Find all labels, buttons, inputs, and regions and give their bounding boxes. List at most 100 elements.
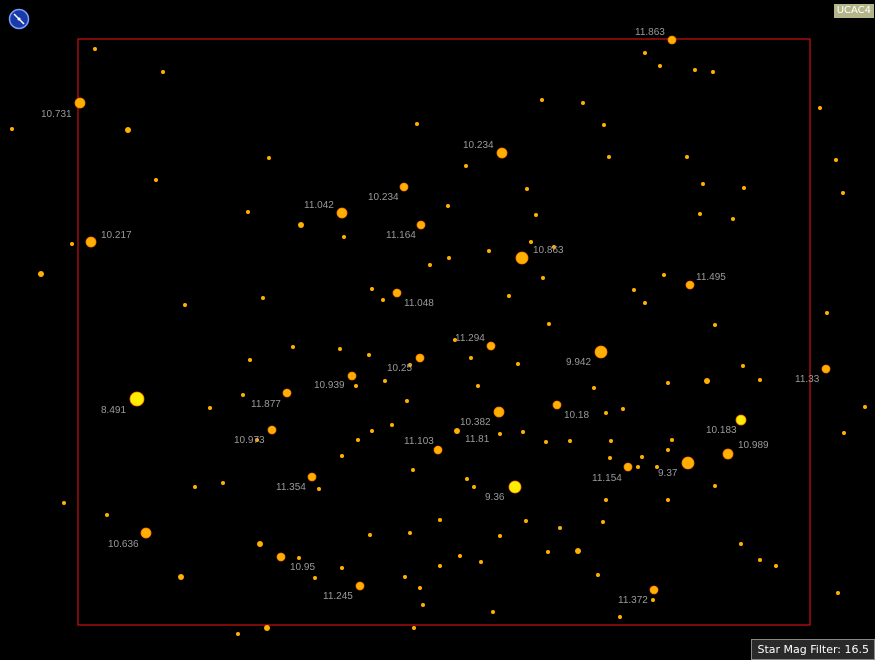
star[interactable] — [403, 575, 407, 579]
star[interactable] — [640, 455, 644, 459]
star[interactable] — [354, 384, 358, 388]
star[interactable] — [558, 526, 562, 530]
star[interactable] — [161, 70, 165, 74]
star[interactable] — [347, 371, 357, 381]
star[interactable] — [507, 294, 511, 298]
star[interactable] — [472, 485, 476, 489]
star[interactable] — [713, 484, 717, 488]
star[interactable] — [825, 311, 829, 315]
star[interactable] — [491, 610, 495, 614]
star[interactable] — [651, 598, 655, 602]
star[interactable] — [62, 501, 66, 505]
star[interactable] — [338, 347, 342, 351]
star[interactable] — [178, 574, 184, 580]
star[interactable] — [601, 520, 605, 524]
star[interactable] — [568, 439, 572, 443]
star[interactable] — [685, 280, 695, 290]
star[interactable] — [836, 591, 840, 595]
compass-icon[interactable] — [8, 8, 30, 30]
star[interactable] — [834, 158, 838, 162]
star[interactable] — [356, 438, 360, 442]
star[interactable] — [399, 182, 409, 192]
star[interactable] — [154, 178, 158, 182]
star[interactable] — [411, 468, 415, 472]
star[interactable] — [255, 438, 259, 442]
star[interactable] — [666, 448, 670, 452]
star[interactable] — [592, 386, 596, 390]
star[interactable] — [342, 235, 346, 239]
star[interactable] — [739, 542, 743, 546]
star[interactable] — [267, 156, 271, 160]
star[interactable] — [735, 414, 747, 426]
star[interactable] — [758, 558, 762, 562]
star[interactable] — [38, 271, 44, 277]
star[interactable] — [129, 391, 145, 407]
star[interactable] — [575, 548, 581, 554]
star[interactable] — [416, 220, 426, 230]
star[interactable] — [418, 586, 422, 590]
star[interactable] — [140, 527, 152, 539]
star[interactable] — [298, 222, 304, 228]
star[interactable] — [447, 256, 451, 260]
star[interactable] — [681, 456, 695, 470]
star[interactable] — [392, 288, 402, 298]
star[interactable] — [758, 378, 762, 382]
star[interactable] — [433, 445, 443, 455]
star[interactable] — [469, 356, 473, 360]
star[interactable] — [438, 564, 442, 568]
star[interactable] — [594, 345, 608, 359]
star[interactable] — [370, 287, 374, 291]
star[interactable] — [515, 251, 529, 265]
star[interactable] — [498, 534, 502, 538]
star[interactable] — [552, 245, 556, 249]
star[interactable] — [609, 439, 613, 443]
star[interactable] — [486, 341, 496, 351]
star[interactable] — [415, 353, 425, 363]
star[interactable] — [649, 585, 659, 595]
star[interactable] — [704, 378, 710, 384]
star[interactable] — [74, 97, 86, 109]
star[interactable] — [454, 428, 460, 434]
star[interactable] — [236, 632, 240, 636]
star[interactable] — [604, 411, 608, 415]
star[interactable] — [670, 438, 674, 442]
star[interactable] — [453, 338, 457, 342]
star[interactable] — [546, 550, 550, 554]
star[interactable] — [390, 423, 394, 427]
star[interactable] — [508, 480, 522, 494]
star[interactable] — [741, 364, 745, 368]
star[interactable] — [193, 485, 197, 489]
star[interactable] — [264, 625, 270, 631]
star[interactable] — [521, 430, 525, 434]
star[interactable] — [183, 303, 187, 307]
star[interactable] — [529, 240, 533, 244]
star[interactable] — [713, 323, 717, 327]
star[interactable] — [465, 477, 469, 481]
star[interactable] — [487, 249, 491, 253]
star[interactable] — [10, 127, 14, 131]
star[interactable] — [317, 487, 321, 491]
star[interactable] — [655, 465, 659, 469]
star[interactable] — [722, 448, 734, 460]
star[interactable] — [841, 191, 845, 195]
star[interactable] — [618, 615, 622, 619]
star[interactable] — [666, 381, 670, 385]
star[interactable] — [291, 345, 295, 349]
star[interactable] — [821, 364, 831, 374]
star[interactable] — [693, 68, 697, 72]
star[interactable] — [541, 276, 545, 280]
star[interactable] — [547, 322, 551, 326]
star[interactable] — [105, 513, 109, 517]
star[interactable] — [581, 101, 585, 105]
star[interactable] — [428, 263, 432, 267]
star[interactable] — [698, 212, 702, 216]
star[interactable] — [340, 566, 344, 570]
star[interactable] — [666, 498, 670, 502]
star[interactable] — [261, 296, 265, 300]
star[interactable] — [85, 236, 97, 248]
star[interactable] — [370, 429, 374, 433]
star[interactable] — [516, 362, 520, 366]
star[interactable] — [438, 518, 442, 522]
star[interactable] — [607, 155, 611, 159]
star[interactable] — [241, 393, 245, 397]
